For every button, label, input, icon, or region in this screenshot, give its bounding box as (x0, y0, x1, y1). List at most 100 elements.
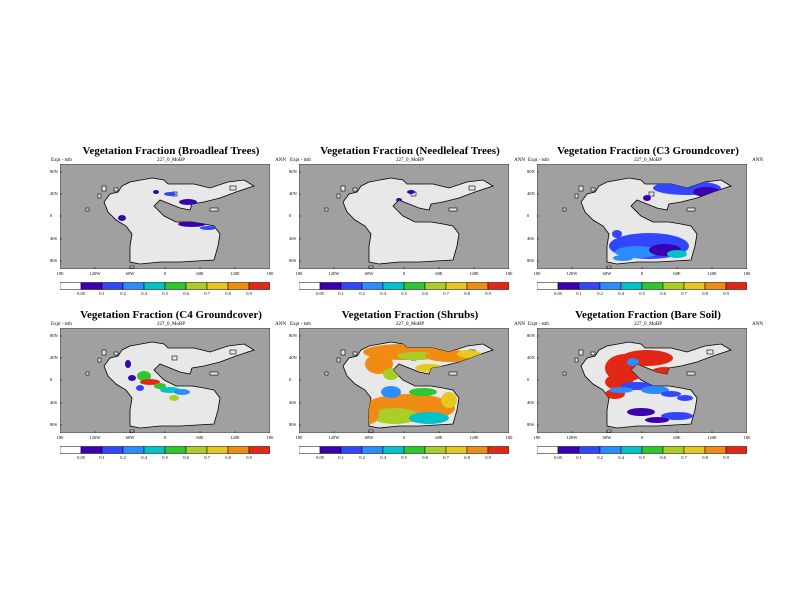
island (590, 187, 596, 192)
island (171, 355, 178, 361)
expt-label: Expt - tstb (290, 158, 311, 163)
island (706, 349, 714, 355)
lon-tick-label: 120W (89, 435, 101, 440)
colorbar (299, 446, 509, 454)
lat-tick-label: 40S (527, 400, 535, 405)
lat-tick-label: 0 (289, 377, 292, 382)
island (578, 185, 584, 192)
island (340, 185, 346, 192)
vegetation-fraction-field (407, 190, 415, 194)
colorbar-tick-label: 0.1 (576, 455, 582, 460)
lat-tick-label: 0 (50, 377, 53, 382)
colorbar-swatch (382, 282, 405, 290)
colorbar-tick-label: 0.6 (422, 455, 428, 460)
colorbar-tick-label: 0.4 (618, 455, 624, 460)
island (368, 429, 374, 433)
lat-tick-label: 40N (527, 191, 535, 196)
vegetation-fraction-field (661, 391, 681, 397)
colorbar-tick-label: 0.6 (660, 455, 666, 460)
vegetation-fraction-field (627, 408, 655, 416)
colorbar-swatch (382, 446, 405, 454)
vegetation-fraction-field (661, 412, 693, 420)
lon-tick-label: 60E (196, 435, 204, 440)
colorbar-tick-label: 0.2 (359, 455, 365, 460)
colorbar-tick-label: 0.9 (723, 455, 729, 460)
run-label: 227_0_MoBP (633, 322, 663, 327)
lat-tick-label: 80S (289, 258, 297, 263)
island (336, 357, 341, 363)
colorbar-tick-label: 0.05 (316, 291, 324, 296)
colorbar-tick-label: 0.7 (443, 455, 449, 460)
lat-tick-label: 40S (50, 236, 58, 241)
expt-label: Expt - tstb (290, 322, 311, 327)
island (97, 193, 102, 199)
vegetation-fraction-field (441, 392, 457, 408)
colorbar-tick-label: 0.4 (141, 455, 147, 460)
colorbar-tick-label: 0.2 (597, 455, 603, 460)
season-label: ANN (275, 158, 286, 163)
vegetation-fraction-field (615, 246, 659, 258)
colorbar-tick-label: 0.5 (162, 291, 168, 296)
lon-tick-label: 180 (533, 435, 541, 440)
lat-tick-label: 80S (527, 422, 535, 427)
colorbar-swatch (641, 446, 664, 454)
colorbar-swatch (361, 282, 384, 290)
lon-tick-label: 180 (743, 435, 751, 440)
vegetation-fraction-field (371, 408, 419, 424)
colorbar-tick-label: 0.4 (141, 291, 147, 296)
vegetation-fraction-field (365, 354, 393, 374)
island (340, 349, 346, 356)
lon-tick-label: 60W (125, 271, 135, 276)
island (336, 193, 341, 199)
colorbar-tick-label: 0.1 (576, 291, 582, 296)
lon-tick-label: 0 (163, 435, 167, 440)
lon-tick-label: 120E (230, 271, 240, 276)
lat-tick-label: 80S (527, 258, 535, 263)
lon-tick-label: 180 (266, 271, 274, 276)
map-plot (537, 328, 747, 433)
colorbar-tick-label: 0.7 (204, 455, 210, 460)
panel-needleleaf-trees: Vegetation Fraction (Needleleaf Trees) Ex… (289, 137, 530, 297)
lon-tick-label: 120E (469, 271, 479, 276)
lat-tick-label: 40N (50, 355, 58, 360)
lat-tick-label: 80N (527, 333, 535, 338)
season-label: ANN (514, 158, 525, 163)
colorbar-tick-label: 0.8 (702, 455, 708, 460)
lat-tick-label: 0 (50, 213, 53, 218)
vegetation-fraction-field (643, 195, 651, 201)
colorbar-swatch (704, 282, 727, 290)
lon-tick-label: 120W (89, 271, 101, 276)
vegetation-fraction-field (128, 375, 136, 381)
lat-tick-label: 40N (527, 355, 535, 360)
lon-tick-label: 180 (743, 271, 751, 276)
run-label: 227_0_MoBP (156, 158, 186, 163)
vegetation-fraction-field (613, 255, 633, 261)
colorbar-tick-label: 0.1 (99, 455, 105, 460)
vegetation-fraction-field (140, 379, 160, 385)
colorbar-swatch (662, 282, 685, 290)
island (448, 207, 458, 212)
season-label: ANN (514, 322, 525, 327)
colorbar-swatch (101, 282, 124, 290)
colorbar-swatch (299, 446, 321, 454)
colorbar (60, 446, 270, 454)
colorbar-tick-label: 0.6 (660, 291, 666, 296)
lat-tick-label: 40S (289, 236, 297, 241)
colorbar-tick-label: 0.5 (639, 291, 645, 296)
colorbar-swatch (60, 446, 82, 454)
island (352, 187, 358, 192)
colorbar-tick-label: 0.6 (422, 291, 428, 296)
colorbar-swatch (487, 282, 509, 290)
colorbar-swatch (599, 282, 622, 290)
lon-tick-label: 60E (673, 435, 681, 440)
panel-title: Vegetation Fraction (Needleleaf Trees) (320, 145, 500, 157)
colorbar-swatch (185, 282, 208, 290)
lon-tick-label: 180 (266, 435, 274, 440)
lon-tick-label: 0 (640, 271, 644, 276)
island (209, 371, 219, 376)
lon-tick-label: 60W (602, 435, 612, 440)
island (129, 265, 135, 269)
colorbar-tick-label: 0.8 (464, 455, 470, 460)
lat-tick-label: 80S (289, 422, 297, 427)
lon-tick-label: 0 (402, 435, 406, 440)
